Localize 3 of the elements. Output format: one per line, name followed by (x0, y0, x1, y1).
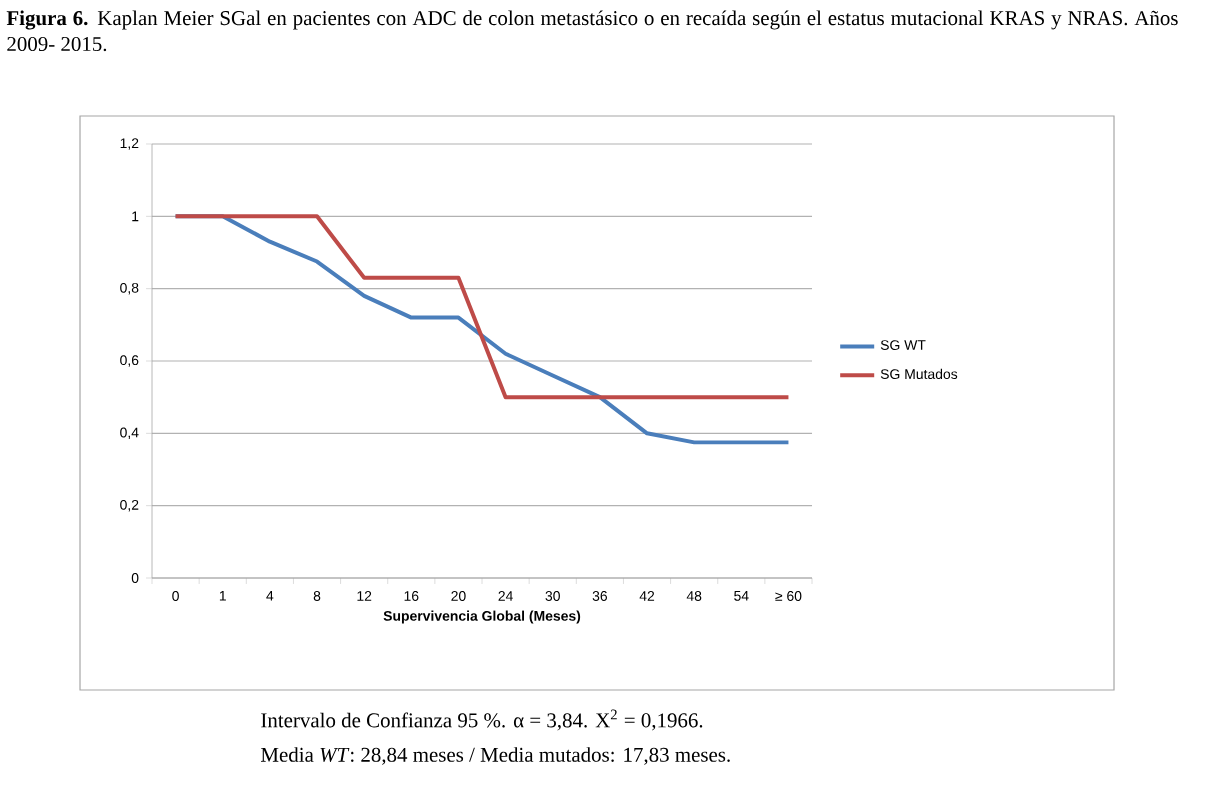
text: Intervalo de Confianza 95 %. α = 3,84. X$^{2}$ = 0,1966. (261, 709, 703, 731)
text: Media WT: 28,84 meses / Media mutados: 17,83 meses. (261, 747, 730, 765)
chart-title: Figura 6. Kaplan Meier SGal en pacientes con ADC de colon metastásico o en recaída según el estatus mutacional KRAS y NRAS. Años 2009- 2015. (6, 10, 1178, 52)
